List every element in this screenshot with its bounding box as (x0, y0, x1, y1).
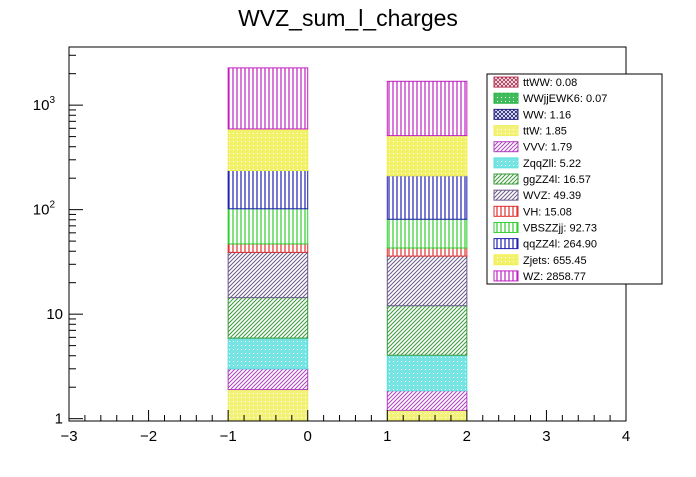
legend-entry: ttWW: 0.08 (493, 76, 577, 89)
bar-segment-qqzz4l (227, 169, 309, 210)
legend-swatch (493, 92, 519, 104)
x-tick-label: 0 (304, 428, 312, 445)
legend-label: qqZZ4l: 264.90 (523, 239, 597, 251)
bar-segment-vh (227, 243, 309, 253)
legend-entry: VBSZZjj: 92.73 (493, 221, 597, 234)
bar-segment-zjets (386, 135, 468, 177)
x-tick-label: 3 (542, 428, 550, 445)
x-axis: −3 −2 −1 0 1 2 3 4 (60, 410, 630, 445)
bar-segment-zqqzll (227, 337, 309, 370)
bar-segment-zjets (227, 128, 309, 171)
legend-swatch (493, 221, 519, 233)
legend-entry: Zjets: 655.45 (493, 254, 587, 267)
legend-entry: VH: 15.08 (493, 205, 572, 218)
x-tick-label: −2 (140, 428, 157, 445)
legend-swatch (493, 173, 519, 185)
legend-swatch (493, 270, 519, 282)
legend-swatch (493, 157, 519, 169)
y-tick-label: 1 (55, 411, 63, 428)
bar-segment-ggzz4l (227, 297, 309, 339)
legend: ttWW: 0.08 WWjjEWK6: 0.07 WW: 1.16 ttW: 1.8… (486, 73, 663, 285)
legend-entry: ttW: 1.85 (493, 125, 567, 138)
legend-label: VVV: 1.79 (523, 142, 572, 154)
legend-entry: WW: 1.16 (493, 108, 571, 121)
histogram-stacks (227, 67, 468, 422)
stack-bin-1 (386, 80, 468, 422)
legend-swatch (493, 189, 519, 201)
bar-segment-qqzz4l (386, 175, 468, 220)
y-tick-label: 103 (33, 95, 56, 114)
legend-entry: WZ: 2858.77 (493, 270, 586, 283)
legend-swatch (493, 108, 519, 120)
x-tick-label: −3 (60, 428, 77, 445)
legend-entry: VVV: 1.79 (493, 141, 572, 154)
bar-segment-zqqzll (386, 354, 468, 392)
bar-segment-wvz (386, 255, 468, 307)
legend-label: WZ: 2858.77 (523, 271, 586, 283)
bar-segment-vvv (386, 390, 468, 411)
legend-label: WVZ: 49.39 (523, 190, 581, 202)
legend-label: Zjets: 655.45 (523, 255, 587, 267)
legend-label: VBSZZjj: 92.73 (523, 222, 597, 234)
x-tick-label: 2 (463, 428, 471, 445)
legend-swatch (493, 205, 519, 217)
legend-entry: WVZ: 49.39 (493, 189, 581, 202)
legend-swatch (493, 238, 519, 250)
legend-label: ZqqZll: 5.22 (523, 158, 581, 170)
legend-swatch (493, 76, 519, 88)
x-tick-label: 1 (383, 428, 391, 445)
legend-swatch (493, 141, 519, 153)
bar-segment-wz (227, 67, 309, 130)
bar-segment-vvv (227, 368, 309, 391)
legend-entry: ZqqZll: 5.22 (493, 157, 581, 170)
legend-label: ttW: 1.85 (523, 126, 567, 138)
y-tick-label: 102 (33, 200, 56, 219)
legend-label: WW: 1.16 (523, 109, 571, 121)
bar-segment-vbszzjj (227, 208, 309, 245)
bar-segment-wvz (227, 251, 309, 299)
stack-bin-0 (227, 67, 309, 422)
bar-segment-vbszzjj (386, 218, 468, 249)
bar-segment-vh (386, 247, 468, 257)
legend-label: ttWW: 0.08 (523, 77, 577, 89)
bar-segment-ttw (386, 409, 468, 422)
bar-segment-ggzz4l (386, 305, 468, 356)
bar-segment-wz (386, 80, 468, 137)
legend-entry: ggZZ4l: 16.57 (493, 173, 591, 186)
x-tick-label: −1 (220, 428, 237, 445)
legend-label: WWjjEWK6: 0.07 (523, 93, 607, 105)
legend-entry: qqZZ4l: 264.90 (493, 238, 597, 251)
chart-title: WVZ_sum_l_charges (238, 5, 458, 31)
legend-label: VH: 15.08 (523, 206, 572, 218)
x-tick-label: 4 (622, 428, 630, 445)
legend-swatch (493, 125, 519, 137)
bar-segment-ttw (227, 389, 309, 422)
y-tick-label: 10 (46, 306, 63, 323)
y-axis: 1 10 102 103 (33, 54, 83, 428)
legend-swatch (493, 254, 519, 266)
legend-entry: WWjjEWK6: 0.07 (493, 92, 607, 105)
legend-label: ggZZ4l: 16.57 (523, 174, 591, 186)
